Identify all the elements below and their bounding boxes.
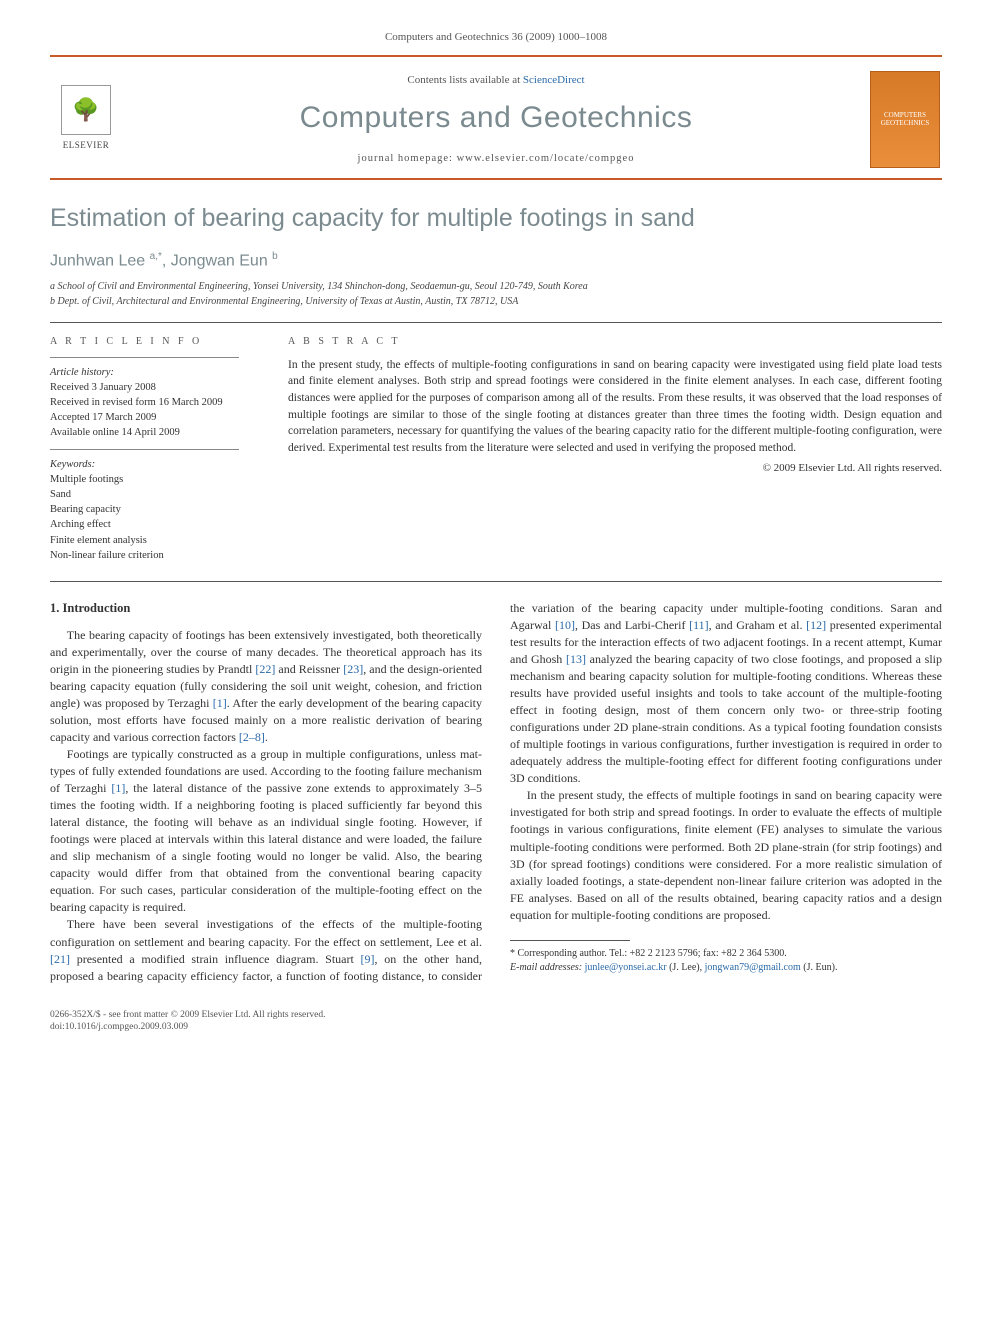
citation-ref[interactable]: [9] [361,952,375,966]
body-two-column: 1. Introduction The bearing capacity of … [50,581,942,985]
history-item: Received 3 January 2008 [50,380,260,395]
journal-homepage-line: journal homepage: www.elsevier.com/locat… [136,152,856,166]
doi-line: doi:10.1016/j.compgeo.2009.03.009 [50,1021,942,1034]
corresponding-author-footnote: * Corresponding author. Tel.: +82 2 2123… [510,947,942,961]
affiliation-item: a School of Civil and Environmental Engi… [50,280,942,294]
footnote-separator [510,940,630,941]
journal-cover-thumbnail: COMPUTERS GEOTECHNICS [870,71,940,169]
body-paragraph: In the present study, the effects of mul… [510,787,942,923]
body-paragraph: Footings are typically constructed as a … [50,746,482,916]
contents-available-line: Contents lists available at ScienceDirec… [136,73,856,88]
keyword-item: Sand [50,487,260,502]
homepage-prefix: journal homepage: [358,153,457,164]
abstract-copyright: © 2009 Elsevier Ltd. All rights reserved… [288,461,942,476]
abstract-heading: A B S T R A C T [288,335,942,349]
citation-ref[interactable]: [1] [111,781,125,795]
page-footer-meta: 0266-352X/$ - see front matter © 2009 El… [50,1009,942,1035]
section-heading: 1. Introduction [50,600,482,617]
front-matter-line: 0266-352X/$ - see front matter © 2009 El… [50,1009,942,1022]
journal-title: Computers and Geotechnics [136,98,856,139]
citation-ref[interactable]: [1] [213,696,227,710]
info-abstract-row: A R T I C L E I N F O Article history: R… [50,322,942,563]
keyword-item: Finite element analysis [50,533,260,548]
affiliation-list: a School of Civil and Environmental Engi… [50,280,942,308]
article-info-heading: A R T I C L E I N F O [50,335,260,349]
citation-ref[interactable]: [12] [806,618,826,632]
article-history-list: Received 3 January 2008Received in revis… [50,380,260,441]
publisher-name: ELSEVIER [63,139,110,151]
footnote-block: * Corresponding author. Tel.: +82 2 2123… [510,940,942,975]
history-item: Available online 14 April 2009 [50,425,260,440]
affiliation-item: b Dept. of Civil, Architectural and Envi… [50,295,942,309]
citation-ref[interactable]: [22] [255,662,275,676]
divider [50,357,239,358]
history-item: Accepted 17 March 2009 [50,410,260,425]
abstract-column: A B S T R A C T In the present study, th… [288,335,942,563]
journal-masthead: 🌳 ELSEVIER Contents lists available at S… [50,55,942,181]
article-title: Estimation of bearing capacity for multi… [50,202,942,236]
keywords-list: Multiple footingsSandBearing capacityArc… [50,472,260,563]
divider [50,449,239,450]
citation-ref[interactable]: [21] [50,952,70,966]
keyword-item: Arching effect [50,517,260,532]
masthead-center: Contents lists available at ScienceDirec… [136,67,856,179]
email-label: E-mail addresses: [510,962,582,973]
contents-prefix: Contents lists available at [407,74,522,86]
citation-ref[interactable]: [2–8] [239,730,265,744]
running-citation: Computers and Geotechnics 36 (2009) 1000… [50,30,942,45]
keywords-label: Keywords: [50,458,260,472]
history-item: Received in revised form 16 March 2009 [50,395,260,410]
keyword-item: Multiple footings [50,472,260,487]
article-history-label: Article history: [50,366,260,380]
citation-ref[interactable]: [23] [343,662,363,676]
article-info-column: A R T I C L E I N F O Article history: R… [50,335,260,563]
citation-ref[interactable]: [13] [566,652,586,666]
author-list: Junhwan Lee a,*, Jongwan Eun b [50,250,942,272]
section-title: Introduction [63,601,131,615]
sciencedirect-link[interactable]: ScienceDirect [523,74,585,86]
publisher-logo: 🌳 ELSEVIER [50,67,122,179]
abstract-text: In the present study, the effects of mul… [288,357,942,457]
citation-ref[interactable]: [10] [555,618,575,632]
section-number: 1. [50,601,59,615]
email-footnote: E-mail addresses: junlee@yonsei.ac.kr (J… [510,961,942,975]
elsevier-tree-icon: 🌳 [61,85,111,135]
citation-ref[interactable]: [11] [689,618,709,632]
author-email-link[interactable]: jongwan79@gmail.com [705,962,801,973]
keyword-item: Bearing capacity [50,502,260,517]
body-paragraph: The bearing capacity of footings has bee… [50,627,482,746]
keyword-item: Non-linear failure criterion [50,548,260,563]
homepage-url[interactable]: www.elsevier.com/locate/compgeo [457,153,635,164]
author-email-link[interactable]: junlee@yonsei.ac.kr [585,962,667,973]
